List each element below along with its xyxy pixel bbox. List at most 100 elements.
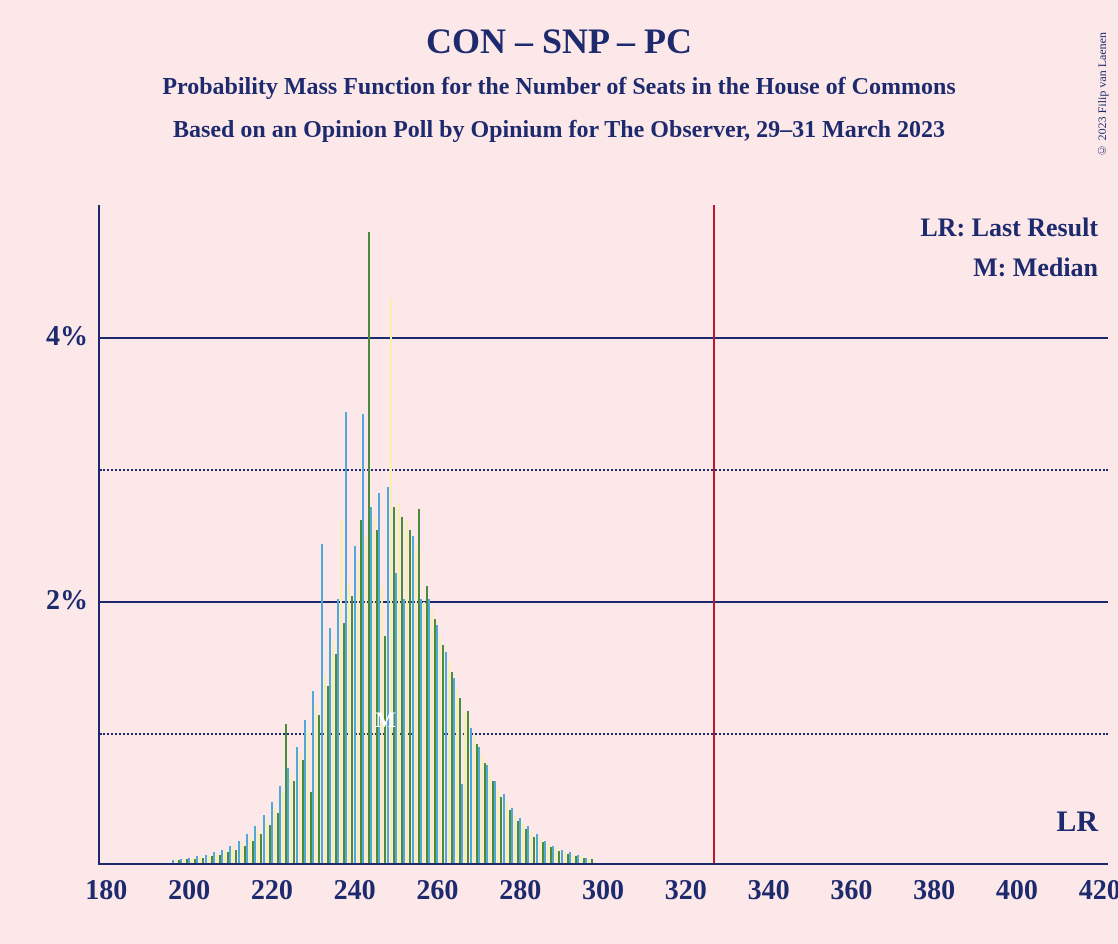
pmf-bar <box>481 755 483 863</box>
pmf-bar <box>263 815 265 863</box>
pmf-bar <box>266 819 268 863</box>
x-axis-label: 340 <box>748 875 790 907</box>
x-axis-label: 420 <box>1079 875 1118 907</box>
pmf-bar <box>213 852 215 863</box>
x-axis-label: 300 <box>582 875 624 907</box>
pmf-bar <box>246 834 248 863</box>
pmf-bar <box>354 546 356 863</box>
pmf-bar <box>180 859 182 863</box>
x-axis-label: 400 <box>996 875 1038 907</box>
pmf-bar <box>205 855 207 863</box>
pmf-bar <box>420 599 422 863</box>
pmf-bar <box>544 841 546 863</box>
x-axis-label: 380 <box>913 875 955 907</box>
pmf-bar <box>503 794 505 863</box>
pmf-bar <box>365 536 367 863</box>
lr-label: LR <box>1056 805 1098 839</box>
pmf-bar <box>191 858 193 863</box>
gridline-major <box>100 601 1108 603</box>
pmf-bar <box>398 504 400 863</box>
gridline-minor <box>100 733 1108 735</box>
copyright-text: © 2023 Filip van Laenen <box>1095 32 1110 157</box>
pmf-bar <box>497 789 499 863</box>
pmf-bar <box>229 846 231 863</box>
pmf-bar <box>274 808 276 863</box>
pmf-bar <box>514 815 516 863</box>
pmf-bar <box>536 834 538 863</box>
pmf-bar <box>282 792 284 863</box>
pmf-bar <box>439 636 441 863</box>
pmf-bar <box>208 855 210 863</box>
pmf-bar <box>539 838 541 863</box>
pmf-bar <box>271 802 273 863</box>
pmf-bar <box>362 414 364 863</box>
pmf-bar <box>321 544 323 863</box>
pmf-bar <box>188 858 190 863</box>
pmf-bar <box>461 784 463 863</box>
y-axis-label: 2% <box>46 585 88 617</box>
x-axis-label: 240 <box>334 875 376 907</box>
pmf-bar <box>378 493 380 863</box>
pmf-bar <box>494 781 496 863</box>
pmf-bar <box>224 851 226 863</box>
last-result-line <box>713 205 715 863</box>
pmf-bar <box>299 752 301 863</box>
pmf-bar <box>456 689 458 863</box>
pmf-bar <box>257 830 259 863</box>
pmf-bar <box>522 823 524 863</box>
legend-last-result: LR: Last Result <box>920 213 1098 243</box>
pmf-bar <box>175 860 177 863</box>
pmf-bar <box>172 860 174 863</box>
chart-title: CON – SNP – PC <box>0 20 1118 62</box>
pmf-bar <box>304 720 306 863</box>
legend-median: M: Median <box>973 253 1098 283</box>
gridline-major <box>100 337 1108 339</box>
pmf-bar <box>588 859 590 863</box>
median-label: M <box>375 707 396 733</box>
pmf-bar <box>453 678 455 863</box>
pmf-bar <box>348 583 350 863</box>
pmf-bar <box>473 736 475 863</box>
x-axis-label: 360 <box>830 875 872 907</box>
pmf-bar <box>279 786 281 863</box>
pmf-bar <box>387 487 389 863</box>
pmf-bar <box>370 507 372 863</box>
pmf-bar <box>448 662 450 863</box>
pmf-bar <box>307 731 309 863</box>
pmf-bar <box>552 846 554 863</box>
pmf-bar <box>530 831 532 863</box>
pmf-bar <box>486 765 488 863</box>
chart-subtitle2: Based on an Opinion Poll by Opinium for … <box>0 117 1118 144</box>
pmf-bar <box>527 826 529 863</box>
pmf-bar <box>577 855 579 863</box>
pmf-bar <box>241 843 243 863</box>
pmf-bar <box>436 625 438 863</box>
pmf-bar <box>332 641 334 863</box>
x-axis-label: 280 <box>499 875 541 907</box>
y-axis-label: 4% <box>46 321 88 353</box>
pmf-bar <box>478 747 480 863</box>
pmf-bar <box>572 855 574 863</box>
pmf-bar <box>585 858 587 863</box>
pmf-bar <box>315 705 317 863</box>
pmf-bar <box>216 854 218 863</box>
pmf-bar <box>489 773 491 863</box>
pmf-bar <box>561 850 563 863</box>
pmf-bar <box>254 826 256 863</box>
pmf-bar <box>519 818 521 863</box>
pmf-bar <box>337 599 339 863</box>
chart-plot-area: LR: Last ResultM: MedianLRM 2%4%18020022… <box>98 205 1108 865</box>
pmf-bar <box>406 520 408 863</box>
pmf-bar <box>345 412 347 863</box>
pmf-bar <box>196 856 198 863</box>
pmf-bar <box>591 859 593 863</box>
pmf-bar <box>511 808 513 863</box>
x-axis-label: 180 <box>85 875 127 907</box>
pmf-bar <box>287 768 289 863</box>
pmf-bar <box>312 691 314 863</box>
pmf-bar <box>249 837 251 863</box>
pmf-bar <box>373 517 375 863</box>
pmf-bar <box>296 747 298 863</box>
pmf-bar <box>547 843 549 863</box>
pmf-bar <box>403 599 405 863</box>
